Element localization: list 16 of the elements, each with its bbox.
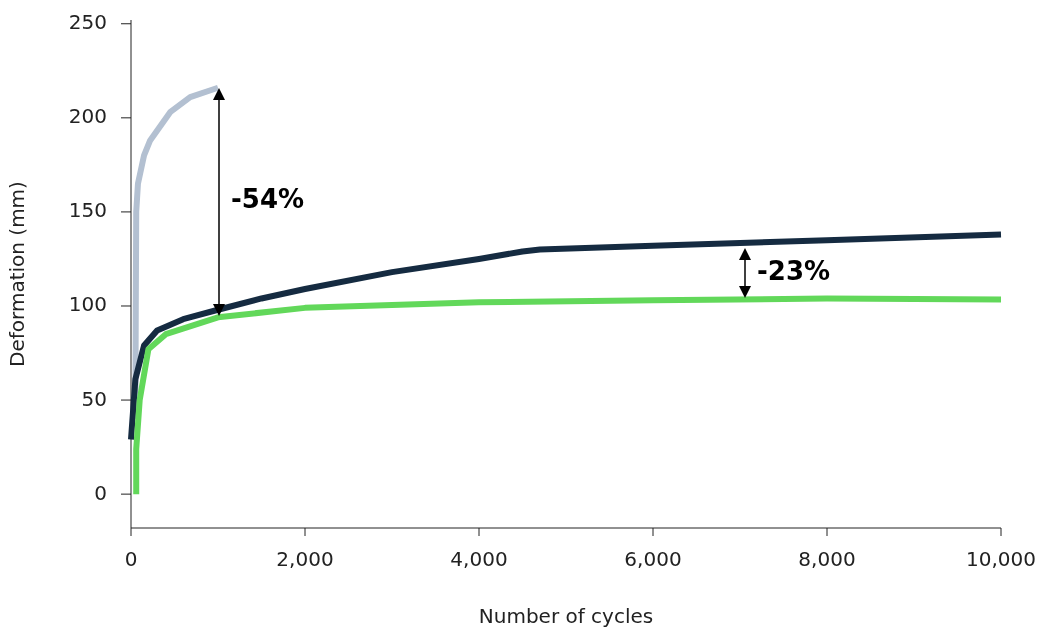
y-axis-title: Deformation (mm) [5, 181, 29, 367]
x-tick-label: 8,000 [798, 547, 856, 571]
x-tick-label: 0 [124, 547, 138, 571]
y-tick-label: 250 [68, 10, 107, 35]
x-tick-label: 2,000 [276, 547, 334, 571]
y-tick-label: 100 [68, 292, 107, 317]
y-tick-label: 150 [68, 198, 107, 223]
y-tick-label: 0 [94, 480, 107, 505]
x-tick-label: 6,000 [624, 547, 682, 571]
annotation: -23% [757, 255, 831, 286]
x-tick-label: 4,000 [450, 547, 508, 571]
y-tick-label: 50 [81, 386, 107, 411]
annotation: -54% [231, 183, 305, 214]
x-axis-title: Number of cycles [478, 604, 654, 628]
y-tick-label: 200 [68, 104, 107, 129]
x-tick-label: 10,000 [966, 547, 1036, 571]
